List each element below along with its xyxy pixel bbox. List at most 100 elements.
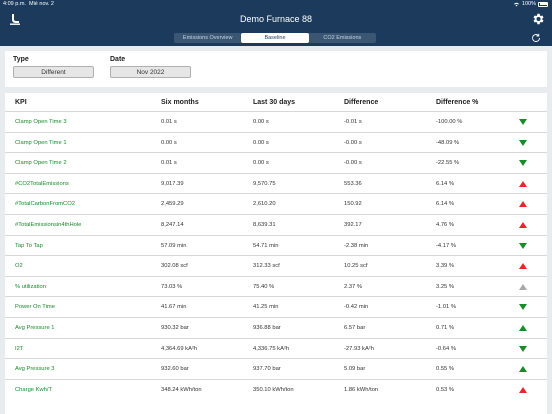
six-months-cell: 0.00 s: [161, 139, 177, 146]
table-header: KPI Six months Last 30 days Difference D…: [5, 93, 547, 111]
trend-down-icon: [519, 160, 527, 167]
segmented-control: Emissions Overview Baseline CO2 Emission…: [174, 33, 376, 43]
last-30-days-cell: 54.71 min: [253, 242, 279, 249]
six-months-cell: 57.09 min: [161, 242, 187, 249]
table-row[interactable]: Clamp Open Time 2 0.01 s 0.00 s -0.00 s -22.…: [5, 152, 547, 173]
segment-bar: Emissions Overview Baseline CO2 Emission…: [0, 30, 552, 46]
difference-cell: -0.00 s: [344, 160, 362, 167]
difference-percent-cell: 0.55 %: [436, 366, 455, 373]
header-kpi: KPI: [15, 99, 27, 106]
last-30-days-cell: 936.88 bar: [253, 324, 281, 331]
difference-percent-cell: -48.09 %: [436, 139, 460, 146]
six-months-cell: 0.01 s: [161, 119, 177, 125]
type-selector[interactable]: Different: [13, 66, 94, 78]
status-indicators: 100%: [513, 1, 548, 7]
difference-cell: -2.38 min: [344, 242, 369, 249]
difference-cell: 1.86 kWh/ton: [344, 386, 379, 393]
difference-percent-cell: 6.14 %: [436, 201, 455, 208]
table-row[interactable]: Avg Pressure 1 930.32 bar 936.88 bar 6.57 b…: [5, 316, 547, 338]
table-row[interactable]: Clamp Open Time 1 0.00 s 0.00 s -0.00 s -48.…: [5, 131, 547, 153]
refresh-icon[interactable]: [530, 32, 542, 44]
table-row[interactable]: O2 302.08 scf 312.33 scf 10.25 scf 3.39 %: [5, 255, 547, 276]
trend-up-icon: [519, 283, 527, 290]
trend-up-icon: [519, 221, 527, 228]
table-row[interactable]: Avg Pressure 3 932.60 bar 937.70 bar 5.09 b…: [5, 358, 547, 379]
type-label: Type: [13, 56, 29, 63]
table-row[interactable]: Charge Kwh/T 348.24 kWh/ton 350.10 kWh/ton…: [5, 378, 547, 400]
date-selector[interactable]: Nov 2022: [110, 66, 191, 78]
difference-cell: -0.42 min: [344, 304, 369, 311]
six-months-cell: 932.60 bar: [161, 366, 189, 373]
table-row[interactable]: Tap To Tap 57.09 min 54.71 min -2.38 min -4.…: [5, 234, 547, 256]
difference-percent-cell: 6.14 %: [436, 180, 455, 187]
last-30-days-cell: 41.25 min: [253, 304, 279, 311]
filters-panel: Type Different Date Nov 2022: [5, 51, 547, 87]
trend-up-icon: [519, 366, 527, 373]
tab-baseline[interactable]: Baseline: [241, 33, 309, 43]
difference-cell: 5.09 bar: [344, 366, 366, 373]
page-title: Demo Furnace 88: [239, 14, 313, 24]
table-row[interactable]: Clamp Open Time 3 0.01 s 0.00 s -0.01 s -100…: [5, 111, 547, 132]
header-six-months: Six months: [161, 99, 199, 106]
furnace-logo-icon[interactable]: [8, 12, 22, 26]
difference-cell: 2.37 %: [344, 283, 363, 290]
trend-up-icon: [519, 201, 527, 208]
difference-percent-cell: -0.64 %: [436, 345, 456, 352]
kpi-cell: Tap To Tap: [15, 242, 43, 249]
last-30-days-cell: 9,570.75: [253, 180, 276, 187]
battery-percent: 100%: [521, 1, 536, 7]
difference-cell: 392.17: [344, 221, 362, 228]
table-row[interactable]: #CO2TotalEmissions 9,017.39 9,570.75 553.36…: [5, 172, 547, 194]
six-months-cell: 2,459.29: [161, 201, 184, 208]
last-30-days-cell: 312.33 scf: [253, 263, 280, 270]
kpi-cell: % utilization: [15, 283, 46, 290]
header-difference: Difference: [344, 99, 379, 106]
status-time-date: 4:09 p.m. Mié nov. 2: [3, 1, 54, 7]
table-body: Clamp Open Time 3 0.01 s 0.00 s -0.01 s -100…: [5, 111, 547, 399]
wifi-icon: [513, 2, 519, 7]
difference-cell: 10.25 scf: [344, 263, 368, 270]
difference-percent-cell: -4.17 %: [436, 242, 456, 249]
last-30-days-cell: 350.10 kWh/ton: [253, 386, 294, 393]
kpi-cell: O2: [15, 263, 23, 270]
table-row[interactable]: #TotalEmissionsin4thHole 8,247.14 8,639.31…: [5, 213, 547, 235]
header-last-30-days: Last 30 days: [253, 99, 296, 106]
battery-icon: [538, 1, 548, 7]
kpi-cell: Avg Pressure 1: [15, 324, 55, 331]
tab-emissions-overview[interactable]: Emissions Overview: [182, 35, 233, 41]
date-filter: Date Nov 2022: [110, 56, 191, 78]
last-30-days-cell: 0.00 s: [253, 160, 269, 167]
tab-co2-emissions[interactable]: CO2 Emissions: [323, 35, 362, 41]
difference-cell: 150.92: [344, 201, 362, 208]
last-30-days-cell: 0.00 s: [253, 139, 269, 146]
kpi-table: KPI Six months Last 30 days Difference D…: [5, 93, 547, 414]
difference-cell: -0.01 s: [344, 119, 362, 125]
kpi-cell: Charge Kwh/T: [15, 386, 53, 393]
last-30-days-cell: 0.00 s: [253, 119, 269, 125]
last-30-days-cell: 75.40 %: [253, 283, 275, 290]
status-time: 4:09 p.m.: [3, 1, 26, 7]
six-months-cell: 348.24 kWh/ton: [161, 386, 202, 393]
six-months-cell: 41.67 min: [161, 304, 187, 311]
trend-down-icon: [519, 139, 527, 146]
trend-up-icon: [519, 180, 527, 187]
kpi-cell: Clamp Open Time 2: [15, 160, 67, 167]
six-months-cell: 8,247.14: [161, 221, 184, 228]
difference-percent-cell: 4.76 %: [436, 221, 455, 228]
gear-icon[interactable]: [531, 12, 545, 26]
trend-down-icon: [519, 119, 527, 125]
six-months-cell: 0.01 s: [161, 160, 177, 167]
kpi-cell: Avg Pressure 3: [15, 366, 55, 373]
difference-percent-cell: -22.55 %: [436, 160, 460, 167]
difference-percent-cell: 3.39 %: [436, 263, 455, 270]
difference-percent-cell: 0.71 %: [436, 324, 455, 331]
table-row[interactable]: Power On Time 41.67 min 41.25 min -0.42 min…: [5, 296, 547, 317]
table-row[interactable]: I2T 4,364.69 kA²h 4,336.75 kA²h -27.93 kA²h…: [5, 337, 547, 359]
six-months-cell: 930.32 bar: [161, 324, 189, 331]
table-row[interactable]: #TotalCarbonFromCO2 2,459.29 2,610.20 150.9…: [5, 193, 547, 214]
trend-down-icon: [519, 304, 527, 311]
table-row[interactable]: % utilization 73.03 % 75.40 % 2.37 % 3.25 %: [5, 275, 547, 297]
header-difference-percent: Difference %: [436, 99, 479, 106]
date-label: Date: [110, 56, 126, 63]
six-months-cell: 9,017.39: [161, 180, 184, 187]
